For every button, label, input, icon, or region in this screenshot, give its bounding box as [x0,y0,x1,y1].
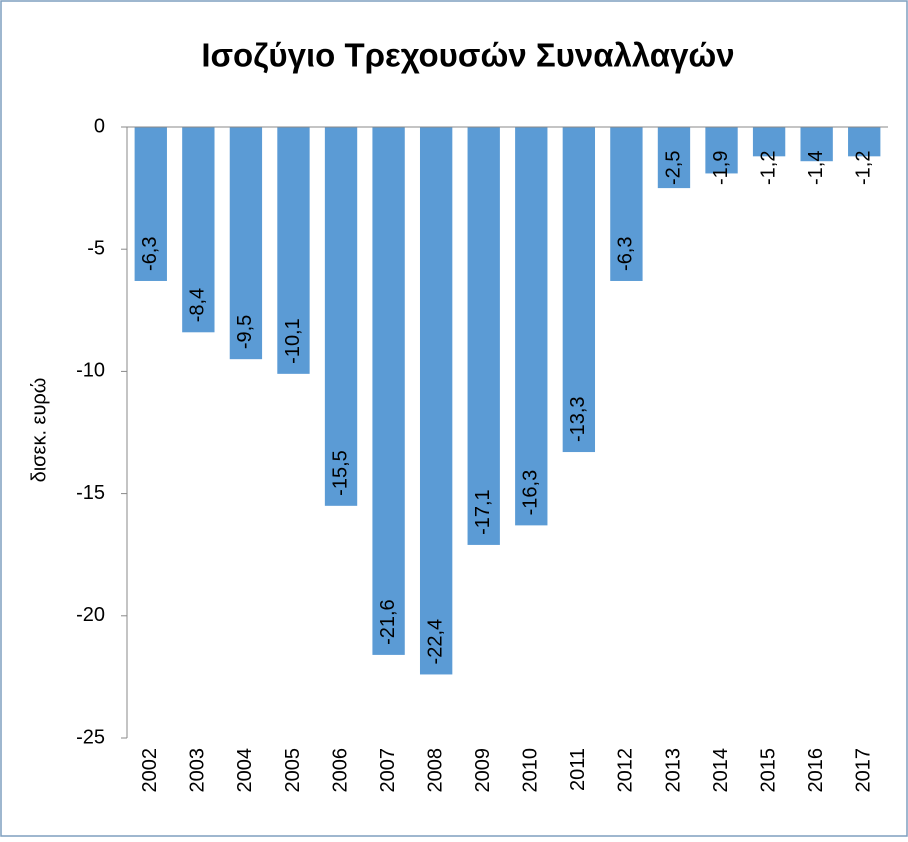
x-tick-label: 2007 [377,748,399,793]
value-label: -21,6 [377,599,399,645]
x-tick-label: 2017 [853,748,875,793]
x-tick-label: 2013 [662,748,684,793]
x-tick-label: 2014 [710,748,732,793]
x-tick-label: 2010 [520,748,542,793]
value-label: -8,4 [187,288,209,322]
value-label: -6,3 [139,237,161,271]
y-tick-label: -15 [76,482,105,504]
x-tick-label: 2011 [567,748,589,791]
value-label: -1,9 [710,151,732,185]
x-tick-label: 2016 [805,748,827,793]
x-tick-label: 2006 [329,748,351,793]
bar [419,127,453,675]
x-tick-label: 2015 [757,748,779,793]
value-label: -1,4 [805,151,827,185]
bar [229,127,263,360]
x-tick-label: 2012 [615,748,637,793]
x-tick-label: 2004 [234,748,256,793]
x-tick-label: 2003 [187,748,209,793]
bar [610,127,643,281]
y-tick-label: -20 [76,604,105,626]
bar [562,127,596,453]
bar [848,127,881,157]
value-label: -1,2 [757,151,779,185]
value-label: -2,5 [662,151,684,185]
bar [515,127,548,526]
bar [182,127,215,333]
chart-title: Ισοζύγιο Τρεχουσών Συναλλαγών [201,37,734,74]
value-label: -22,4 [424,619,446,665]
x-tick-label: 2005 [282,748,304,793]
y-tick-label: -10 [76,360,105,382]
y-tick-label: 0 [94,115,105,137]
y-tick-label: -5 [87,237,105,259]
bar [800,127,833,162]
value-label: -13,3 [567,396,589,442]
x-tick-label: 2008 [424,748,446,793]
bar [372,127,405,655]
value-label: -6,3 [615,237,637,271]
bar [705,127,738,174]
bar [324,127,358,506]
bar [467,127,500,545]
y-axis-label: δισεκ. ευρώ [28,378,50,483]
value-label: -10,1 [282,318,304,364]
value-label: -9,5 [234,315,256,349]
value-label: -1,2 [853,151,875,185]
bar [134,127,167,281]
bar [657,127,691,189]
value-label: -16,3 [520,470,542,516]
x-tick-label: 2002 [139,748,161,793]
bar [277,127,310,374]
value-label: -15,5 [329,450,351,496]
bar [752,127,786,157]
x-tick-label: 2009 [472,748,494,793]
value-label: -17,1 [472,489,494,535]
y-tick-label: -25 [76,726,105,748]
